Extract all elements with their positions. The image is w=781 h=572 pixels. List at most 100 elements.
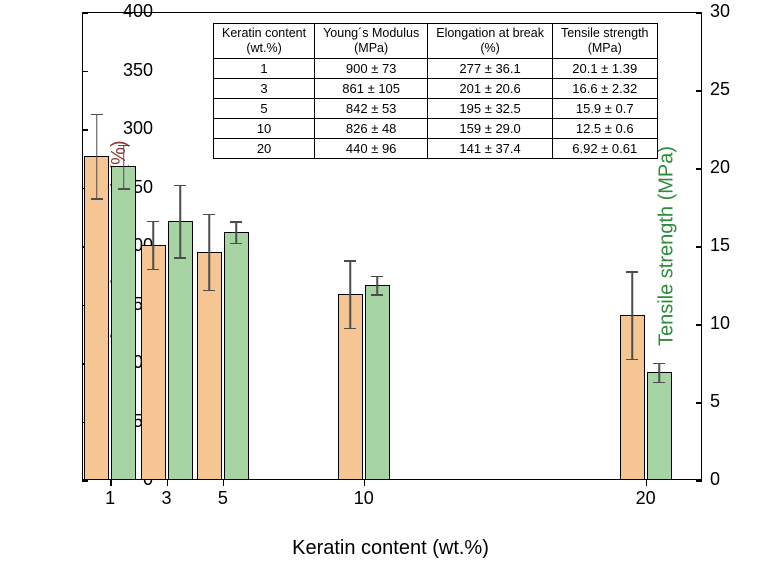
x-tick-label: 20 (636, 488, 656, 509)
table-cell: 20 (214, 139, 315, 159)
y-right-tick-mark (696, 402, 702, 404)
x-tick-label: 5 (218, 488, 228, 509)
error-bar (236, 221, 238, 243)
table-cell: 201 ± 20.6 (428, 79, 553, 99)
error-cap (230, 243, 242, 245)
tensile-bar (365, 285, 390, 480)
error-bar (179, 185, 181, 257)
y-left-tick-mark (82, 12, 88, 14)
error-cap (147, 221, 159, 223)
table-row: 3861 ± 105201 ± 20.616.6 ± 2.32 (214, 79, 658, 99)
y-right-tick-label: 30 (710, 1, 750, 22)
x-tick-label: 3 (162, 488, 172, 509)
table-cell: 277 ± 36.1 (428, 59, 553, 79)
y-left-tick-mark (82, 129, 88, 131)
error-cap (344, 260, 356, 262)
error-cap (118, 188, 130, 190)
y-left-tick-mark (82, 480, 88, 482)
tensile-bar (168, 221, 193, 480)
error-cap (174, 185, 186, 187)
table-cell: 15.9 ± 0.7 (552, 99, 657, 119)
error-cap (203, 214, 215, 216)
error-cap (653, 363, 665, 365)
elongation-bar (141, 245, 166, 480)
y-left-tick-label: 400 (103, 1, 153, 22)
error-cap (203, 290, 215, 292)
table-cell: 141 ± 37.4 (428, 139, 553, 159)
error-cap (653, 382, 665, 384)
error-cap (371, 276, 383, 278)
table-header-cell: Elongation at break(%) (428, 24, 553, 59)
x-tick-label: 1 (105, 488, 115, 509)
table-cell: 10 (214, 119, 315, 139)
error-cap (371, 294, 383, 296)
table-cell: 1 (214, 59, 315, 79)
error-cap (91, 198, 103, 200)
chart-container: Elongation at Break (%) Tensile strength… (0, 0, 781, 572)
table-cell: 5 (214, 99, 315, 119)
error-bar (631, 271, 633, 359)
table-cell: 20.1 ± 1.39 (552, 59, 657, 79)
table-cell: 6.92 ± 0.61 (552, 139, 657, 159)
x-axis-label: Keratin content (wt.%) (292, 537, 489, 560)
y-right-tick-label: 0 (710, 469, 750, 490)
table-cell: 842 ± 53 (315, 99, 428, 119)
y-right-tick-label: 15 (710, 235, 750, 256)
tensile-bar (224, 232, 249, 480)
x-tick-mark (110, 480, 112, 486)
y-right-tick-mark (696, 480, 702, 482)
error-bar (209, 214, 211, 290)
error-cap (230, 221, 242, 223)
y-right-tick-label: 5 (710, 391, 750, 412)
x-tick-mark (364, 480, 366, 486)
table-header-cell: Young´s Modulus(MPa) (315, 24, 428, 59)
table-row: 5842 ± 53195 ± 32.515.9 ± 0.7 (214, 99, 658, 119)
table-cell: 900 ± 73 (315, 59, 428, 79)
y-right-tick-label: 20 (710, 157, 750, 178)
y-right-tick-mark (696, 90, 702, 92)
table-cell: 826 ± 48 (315, 119, 428, 139)
tensile-bar (647, 372, 672, 480)
table-cell: 440 ± 96 (315, 139, 428, 159)
table-cell: 16.6 ± 2.32 (552, 79, 657, 99)
y-left-tick-mark (82, 71, 88, 73)
y-right-tick-mark (696, 168, 702, 170)
table-header-cell: Tensile strength(MPa) (552, 24, 657, 59)
y-right-tick-mark (696, 246, 702, 248)
error-bar (377, 276, 379, 295)
x-tick-mark (223, 480, 225, 486)
y-right-tick-mark (696, 12, 702, 14)
x-tick-label: 10 (354, 488, 374, 509)
error-cap (147, 269, 159, 271)
table-header-cell: Keratin content(wt.%) (214, 24, 315, 59)
y-right-tick-label: 25 (710, 79, 750, 100)
tensile-bar (111, 166, 136, 480)
error-cap (118, 145, 130, 147)
error-cap (626, 271, 638, 273)
elongation-bar (84, 156, 109, 480)
error-bar (123, 145, 125, 188)
error-bar (152, 221, 154, 269)
table-cell: 861 ± 105 (315, 79, 428, 99)
table-row: 20440 ± 96141 ± 37.46.92 ± 0.61 (214, 139, 658, 159)
table-cell: 12.5 ± 0.6 (552, 119, 657, 139)
error-bar (96, 114, 98, 198)
data-table: Keratin content(wt.%)Young´s Modulus(MPa… (213, 23, 658, 159)
table-cell: 3 (214, 79, 315, 99)
error-cap (174, 257, 186, 259)
table-row: 1900 ± 73277 ± 36.120.1 ± 1.39 (214, 59, 658, 79)
x-tick-mark (646, 480, 648, 486)
y-right-tick-label: 10 (710, 313, 750, 334)
error-cap (91, 114, 103, 116)
y-left-tick-label: 300 (103, 118, 153, 139)
y-right-tick-mark (696, 324, 702, 326)
error-cap (344, 328, 356, 330)
error-cap (626, 359, 638, 361)
error-bar (350, 260, 352, 328)
table-row: 10826 ± 48159 ± 29.012.5 ± 0.6 (214, 119, 658, 139)
y-left-tick-label: 350 (103, 60, 153, 81)
table-cell: 159 ± 29.0 (428, 119, 553, 139)
table-cell: 195 ± 32.5 (428, 99, 553, 119)
error-bar (658, 363, 660, 382)
x-tick-mark (167, 480, 169, 486)
